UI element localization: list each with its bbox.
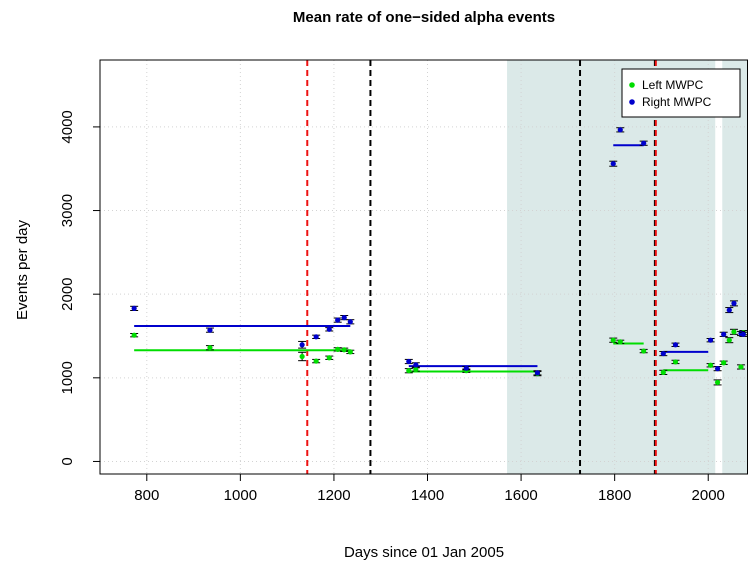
left-data-point	[659, 369, 668, 375]
y-axis-label: Events per day	[14, 219, 31, 320]
chart-title: Mean rate of one−sided alpha events	[293, 9, 555, 26]
left-data-point	[411, 366, 420, 373]
left-data-point	[609, 337, 618, 343]
right-data-point	[130, 305, 139, 311]
y-tick-label: 0	[59, 457, 76, 465]
right-data-point	[411, 362, 420, 368]
legend-marker	[629, 99, 635, 105]
shaded-region-0	[507, 60, 716, 474]
x-tick-label: 1200	[317, 487, 350, 504]
right-data-point	[616, 127, 625, 133]
y-tick-label: 3000	[59, 194, 76, 227]
left-data-point	[312, 358, 321, 364]
left-data-point	[713, 379, 722, 386]
left-data-point	[616, 339, 625, 345]
left-data-point	[298, 351, 307, 362]
right-data-point	[205, 327, 214, 333]
right-data-point	[659, 350, 668, 357]
left-data-point	[205, 345, 214, 351]
right-data-point	[609, 160, 618, 167]
shaded-region-1	[722, 60, 748, 474]
right-data-point	[639, 140, 648, 146]
right-data-point	[404, 358, 413, 365]
legend-marker	[629, 82, 635, 88]
right-data-point	[333, 317, 342, 323]
left-data-point	[736, 364, 745, 370]
left-data-point	[706, 362, 715, 368]
x-tick-label: 1400	[411, 487, 444, 504]
right-data-point	[462, 365, 471, 371]
left-data-point	[340, 347, 349, 353]
y-tick-label: 4000	[59, 110, 76, 143]
x-tick-label: 800	[134, 487, 159, 504]
legend-label: Left MWPC	[642, 78, 704, 92]
left-data-point	[325, 355, 334, 361]
right-data-point	[312, 334, 321, 340]
right-data-point	[725, 307, 734, 314]
right-data-point	[533, 370, 542, 376]
left-data-point	[729, 328, 738, 335]
left-data-point	[404, 368, 413, 374]
right-data-point	[346, 319, 355, 325]
legend-label: Right MWPC	[642, 95, 712, 109]
x-axis-label: Days since 01 Jan 2005	[344, 544, 504, 561]
left-data-point	[346, 349, 355, 355]
y-tick-label: 1000	[59, 361, 76, 394]
x-tick-label: 1800	[598, 487, 631, 504]
legend-box	[621, 68, 741, 118]
y-tick-label: 2000	[59, 277, 76, 310]
right-data-point	[325, 326, 334, 332]
left-data-point	[130, 332, 139, 338]
left-data-point	[671, 359, 680, 365]
right-data-point	[671, 342, 680, 348]
right-data-point	[739, 331, 748, 337]
plot-area: 800 1000 1200 1400 1600 1800 2000 0 1000 2000 3000…	[59, 59, 748, 504]
x-tick-label: 1000	[224, 487, 257, 504]
right-data-point	[298, 340, 307, 349]
right-data-point	[713, 366, 722, 372]
right-data-point	[729, 300, 738, 307]
right-data-point	[719, 331, 728, 337]
left-data-point	[719, 360, 728, 366]
x-tick-label: 2000	[692, 487, 725, 504]
right-data-point	[706, 337, 715, 343]
left-data-point	[725, 337, 734, 344]
left-data-point	[639, 348, 648, 354]
x-tick-label: 1600	[504, 487, 537, 504]
